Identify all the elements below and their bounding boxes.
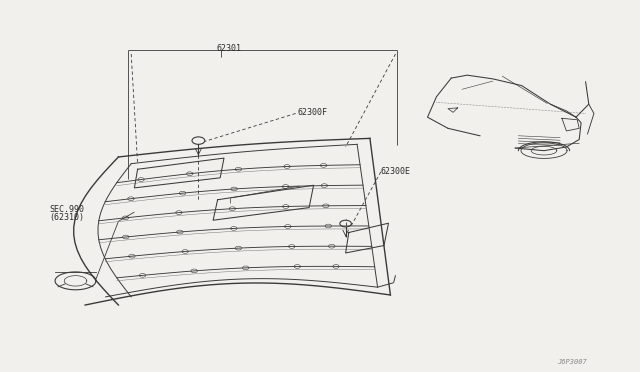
Text: SEC.990: SEC.990 xyxy=(49,205,84,214)
Text: J6P3007: J6P3007 xyxy=(557,359,586,365)
Text: 62300E: 62300E xyxy=(380,167,410,176)
Text: (62310): (62310) xyxy=(49,213,84,222)
Text: 62301: 62301 xyxy=(216,44,241,53)
Text: 62300F: 62300F xyxy=(298,108,328,117)
